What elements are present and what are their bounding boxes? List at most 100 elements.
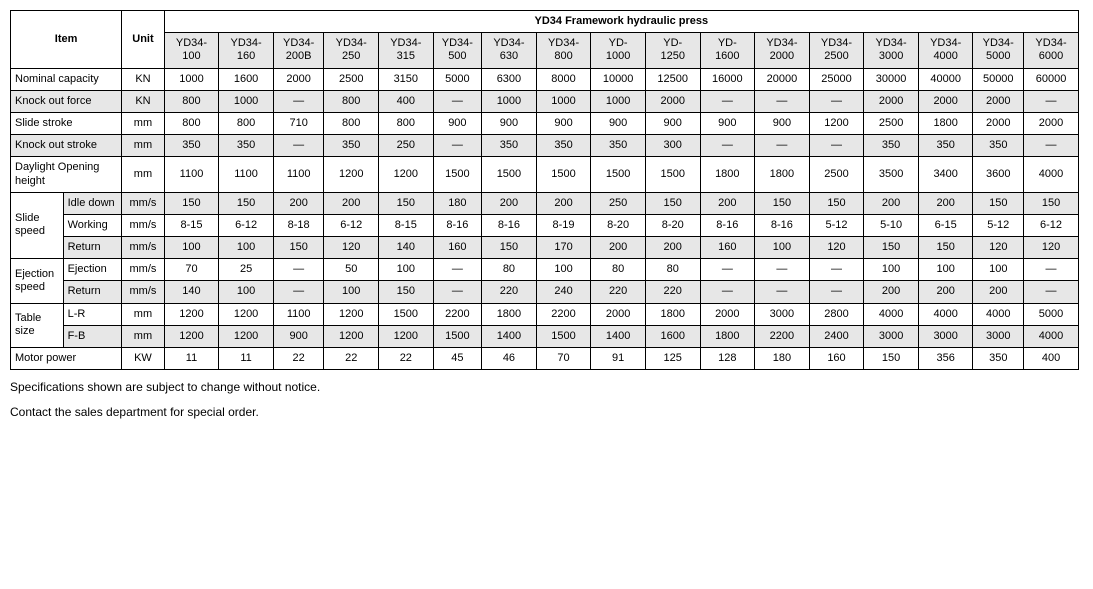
table-cell: 220 xyxy=(482,281,537,303)
table-cell: 900 xyxy=(433,112,482,134)
table-cell: 25000 xyxy=(809,68,864,90)
table-cell: 200 xyxy=(918,281,973,303)
table-cell: 4000 xyxy=(1024,325,1079,347)
table-cell: 200 xyxy=(273,192,324,214)
model-col-8: YD-1000 xyxy=(591,33,646,68)
table-cell: 2000 xyxy=(1024,112,1079,134)
table-cell: 5-12 xyxy=(973,214,1024,236)
table-cell: 150 xyxy=(645,192,700,214)
model-col-5: YD34-500 xyxy=(433,33,482,68)
table-cell: 8-15 xyxy=(379,214,434,236)
table-cell: 70 xyxy=(164,259,219,281)
table-row: Return mm/s 1001001501201401601501702002… xyxy=(11,237,1079,259)
table-cell: 40000 xyxy=(918,68,973,90)
table-cell: 4000 xyxy=(864,303,919,325)
table-cell: 2000 xyxy=(864,90,919,112)
model-col-1: YD34-160 xyxy=(219,33,274,68)
table-cell: 1200 xyxy=(324,303,379,325)
table-cell: 1000 xyxy=(591,90,646,112)
table-cell: 2000 xyxy=(973,90,1024,112)
table-cell: 2200 xyxy=(536,303,591,325)
table-cell: 22 xyxy=(324,348,379,370)
model-col-3: YD34-250 xyxy=(324,33,379,68)
table-cell: — xyxy=(433,90,482,112)
table-cell: 1800 xyxy=(482,303,537,325)
table-cell: 91 xyxy=(591,348,646,370)
table-cell: 6-15 xyxy=(918,214,973,236)
table-cell: 250 xyxy=(379,135,434,157)
column-header-item: Item xyxy=(11,11,122,69)
model-col-0: YD34-100 xyxy=(164,33,219,68)
row-unit: KW xyxy=(122,348,164,370)
table-cell: 80 xyxy=(591,259,646,281)
table-cell: 125 xyxy=(645,348,700,370)
table-row: Slide speed Idle down mm/s 1501502002001… xyxy=(11,192,1079,214)
table-cell: 1000 xyxy=(164,68,219,90)
table-cell: 160 xyxy=(809,348,864,370)
table-cell: 25 xyxy=(219,259,274,281)
table-cell: 170 xyxy=(536,237,591,259)
table-cell: 100 xyxy=(918,259,973,281)
table-cell: 1400 xyxy=(482,325,537,347)
table-cell: 350 xyxy=(864,135,919,157)
table-cell: 46 xyxy=(482,348,537,370)
table-cell: 100 xyxy=(164,237,219,259)
row-unit: mm/s xyxy=(122,214,164,236)
table-cell: 2800 xyxy=(809,303,864,325)
table-cell: 1200 xyxy=(324,157,379,192)
table-cell: 2500 xyxy=(324,68,379,90)
table-cell: — xyxy=(700,90,755,112)
table-cell: 8-16 xyxy=(482,214,537,236)
table-cell: 120 xyxy=(324,237,379,259)
row-label: Motor power xyxy=(11,348,122,370)
table-cell: 6-12 xyxy=(1024,214,1079,236)
row-unit: mm xyxy=(122,135,164,157)
table-cell: 150 xyxy=(864,237,919,259)
table-cell: 100 xyxy=(973,259,1024,281)
row-group-label: Table size xyxy=(11,303,64,347)
table-cell: 150 xyxy=(379,192,434,214)
table-cell: 150 xyxy=(1024,192,1079,214)
table-cell: 1800 xyxy=(645,303,700,325)
table-cell: 10000 xyxy=(591,68,646,90)
table-row: Nominal capacity KN 10001600200025003150… xyxy=(11,68,1079,90)
footnote-line: Specifications shown are subject to chan… xyxy=(10,378,1079,397)
table-cell: 8000 xyxy=(536,68,591,90)
table-cell: 200 xyxy=(645,237,700,259)
table-cell: 6-12 xyxy=(324,214,379,236)
model-col-15: YD34-5000 xyxy=(973,33,1024,68)
table-cell: 8-16 xyxy=(755,214,810,236)
table-row: Working mm/s 8-156-128-186-128-158-168-1… xyxy=(11,214,1079,236)
table-cell: 150 xyxy=(755,192,810,214)
table-cell: 8-15 xyxy=(164,214,219,236)
table-cell: 70 xyxy=(536,348,591,370)
table-cell: 150 xyxy=(379,281,434,303)
table-cell: 200 xyxy=(973,281,1024,303)
table-cell: — xyxy=(809,259,864,281)
table-row: Motor power KW 1111222222454670911251281… xyxy=(11,348,1079,370)
column-header-unit: Unit xyxy=(122,11,164,69)
table-cell: 1000 xyxy=(219,90,274,112)
table-cell: 1500 xyxy=(482,157,537,192)
table-cell: 5000 xyxy=(433,68,482,90)
row-unit: mm/s xyxy=(122,259,164,281)
row-group-label: Slide speed xyxy=(11,192,64,259)
table-cell: 1200 xyxy=(164,303,219,325)
table-cell: 150 xyxy=(219,192,274,214)
model-col-11: YD34-2000 xyxy=(755,33,810,68)
table-cell: 200 xyxy=(536,192,591,214)
table-cell: — xyxy=(433,259,482,281)
table-cell: 2000 xyxy=(645,90,700,112)
footnotes: Specifications shown are subject to chan… xyxy=(10,378,1079,422)
table-cell: 100 xyxy=(219,237,274,259)
table-cell: 2200 xyxy=(755,325,810,347)
table-cell: 6-12 xyxy=(219,214,274,236)
table-cell: 350 xyxy=(591,135,646,157)
table-cell: 1500 xyxy=(645,157,700,192)
table-cell: 1200 xyxy=(324,325,379,347)
table-cell: — xyxy=(273,281,324,303)
model-col-16: YD34-6000 xyxy=(1024,33,1079,68)
table-title: YD34 Framework hydraulic press xyxy=(164,11,1078,33)
table-cell: 200 xyxy=(591,237,646,259)
table-cell: 3400 xyxy=(918,157,973,192)
